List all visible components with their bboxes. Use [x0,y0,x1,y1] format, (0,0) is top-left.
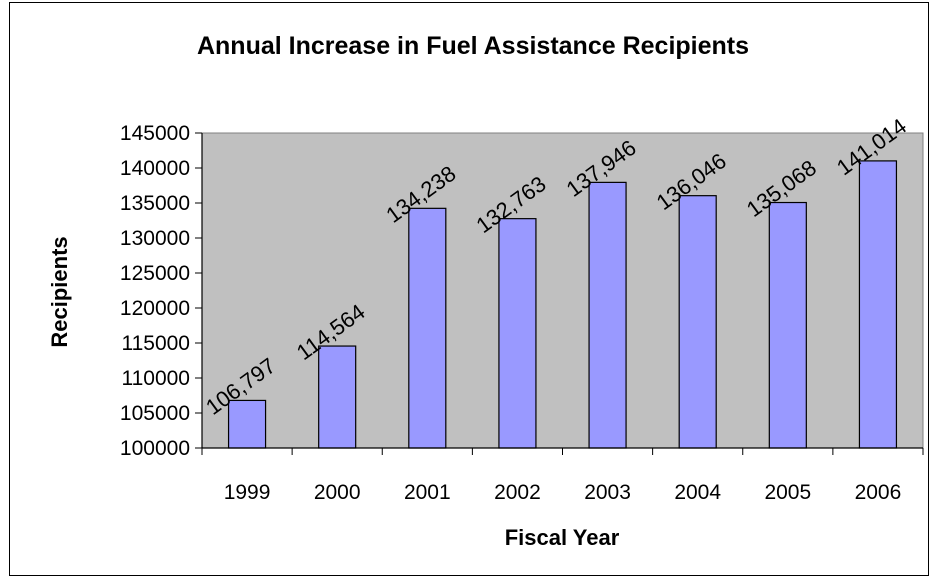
bar-1999 [227,399,267,449]
bar-2006 [858,160,898,449]
chart-title: Annual Increase in Fuel Assistance Recip… [197,32,749,60]
x-tick-label: 2002 [494,481,541,504]
y-tick-label: 105000 [120,402,190,425]
bar-2001 [408,207,447,449]
x-axis: 1999 2000 2001 2002 2003 2004 2005 2006 [201,447,924,504]
bar-2000 [318,345,357,449]
x-tick-label: 2001 [404,481,451,504]
y-tick-label: 120000 [120,297,190,320]
bars [227,160,898,449]
y-tick-label: 140000 [120,157,190,180]
bar-2004 [678,195,717,449]
x-axis-label: Fiscal Year [505,525,620,550]
y-axis-label: Recipients [47,236,72,347]
y-tick-label: 110000 [121,367,190,390]
bar-2005 [768,201,807,449]
y-axis: 100000 105000 110000 115000 120000 125000 1300… [120,122,203,460]
y-tick-label: 135000 [120,192,190,215]
y-tick-label: 125000 [120,262,190,285]
x-tick-label: 2005 [764,481,811,504]
bar-2003 [588,181,627,449]
x-tick-label: 1999 [224,481,271,504]
y-tick-label: 145000 [120,122,190,145]
y-tick-label: 115000 [121,332,190,355]
x-tick-label: 2003 [584,481,631,504]
bar-2002 [498,218,537,449]
x-tick-label: 2000 [314,481,361,504]
y-tick-label: 130000 [120,227,190,250]
x-tick-label: 2006 [855,481,902,504]
y-tick-label: 100000 [120,437,190,460]
x-tick-label: 2004 [674,481,721,504]
